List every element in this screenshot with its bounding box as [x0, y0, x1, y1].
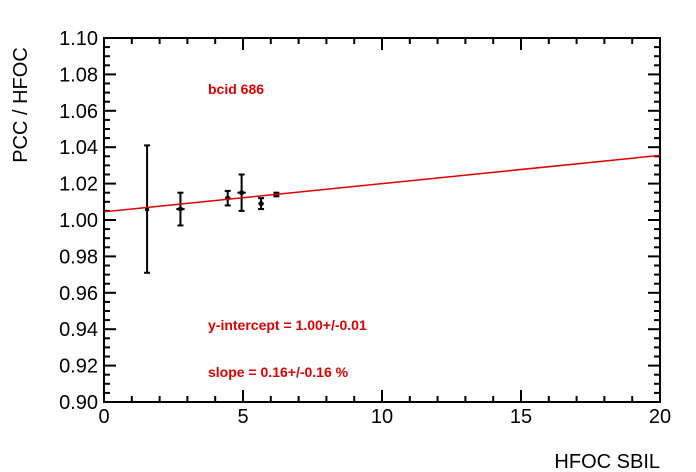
y-tick-label: 1.06 [59, 101, 98, 123]
data-point [224, 189, 231, 207]
fit-line [103, 154, 661, 213]
y-tick-label: 1.04 [59, 137, 98, 159]
data-point [258, 197, 265, 211]
data-points [144, 144, 280, 274]
x-tick-label: 0 [98, 406, 109, 428]
x-tick-label: 15 [510, 406, 532, 428]
y-axis-title: PCC / HFOC [10, 47, 32, 163]
x-tick-label: 5 [237, 406, 248, 428]
bcid-label: bcid 686 [208, 81, 264, 97]
data-marker [178, 207, 183, 212]
data-point [144, 144, 151, 274]
y-tick-label: 1.08 [59, 64, 98, 86]
y-tick-label: 0.98 [59, 246, 98, 268]
x-tick-label: 20 [649, 406, 671, 428]
y-tick-label: 1.00 [59, 210, 98, 232]
data-marker [259, 201, 264, 206]
y-tick-label: 0.90 [59, 392, 98, 414]
y-tick-label: 0.92 [59, 356, 98, 378]
data-marker [145, 207, 150, 212]
y-tick-label: 0.96 [59, 283, 98, 305]
plot-frame [103, 37, 661, 403]
x-tick-label: 10 [371, 406, 393, 428]
slope-label: slope = 0.16+/-0.16 % [208, 364, 349, 380]
y-tick-label: 0.94 [59, 319, 98, 341]
y-tick-label: 1.10 [59, 28, 98, 50]
data-marker [239, 190, 244, 195]
axes: 0 5 10 15 20 0.90 0.92 0.94 0.96 0.98 1.00 1.02 1.04… [59, 28, 671, 428]
y-tick-label: 1.02 [59, 174, 98, 196]
data-marker [225, 196, 230, 201]
intercept-label: y-intercept = 1.00+/-0.01 [208, 317, 367, 333]
data-point [237, 173, 246, 212]
x-axis-title: HFOC SBIL [554, 451, 660, 472]
data-point [176, 191, 185, 227]
